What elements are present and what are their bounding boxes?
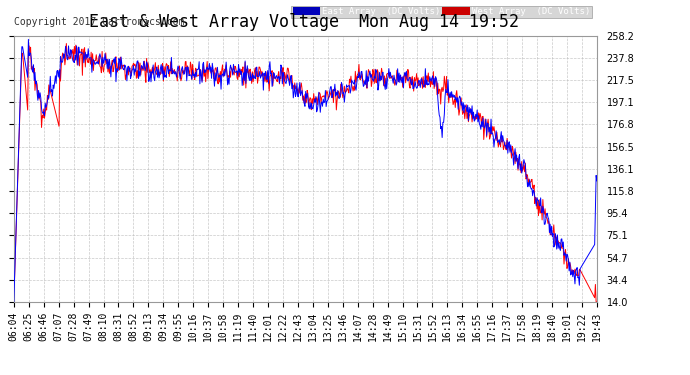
Text: Copyright 2017 Cartronics.com: Copyright 2017 Cartronics.com bbox=[14, 17, 184, 27]
Legend: East Array  (DC Volts), West Array  (DC Volts): East Array (DC Volts), West Array (DC Vo… bbox=[291, 6, 592, 18]
Text: East & West Array Voltage  Mon Aug 14 19:52: East & West Array Voltage Mon Aug 14 19:… bbox=[88, 13, 519, 31]
